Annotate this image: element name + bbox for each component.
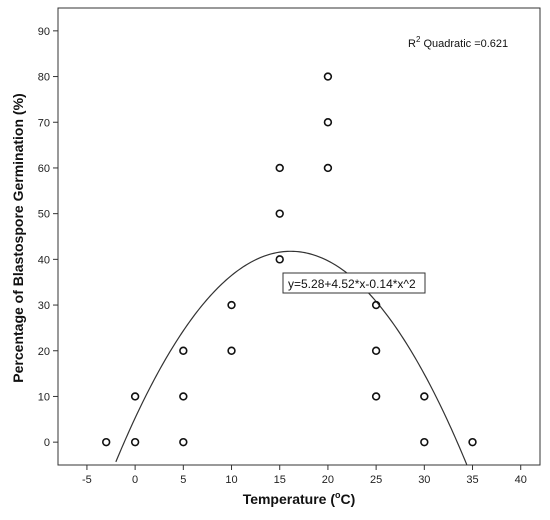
x-tick-label: 25: [370, 474, 382, 486]
y-tick-label: 70: [38, 117, 50, 129]
x-tick-label: 30: [418, 474, 430, 486]
data-point: [420, 392, 429, 401]
data-point: [371, 346, 381, 355]
y-tick-label: 10: [38, 391, 50, 403]
y-tick-label: 0: [44, 437, 50, 449]
x-tick-label: 5: [180, 474, 186, 486]
y-axis: 0 10 20 30 40 50 60 70 80 90: [38, 26, 58, 449]
y-tick-label: 60: [38, 163, 50, 175]
y-tick-label: 50: [38, 209, 50, 221]
data-point: [130, 392, 140, 401]
x-tick-label: 15: [274, 474, 286, 486]
y-axis-title: Percentage of Blastospore Germination (%…: [10, 93, 26, 382]
data-point: [101, 437, 111, 447]
data-point: [420, 437, 429, 447]
r-squared-suffix: Quadratic =0.621: [420, 38, 508, 50]
y-tick-label: 20: [38, 346, 50, 358]
data-point: [179, 437, 188, 447]
x-axis: -5 0 5 10 15 20 25 30 35 40: [82, 465, 527, 486]
x-axis-title-text: Temperature (: [243, 491, 336, 507]
x-axis-title-degree: o: [335, 490, 341, 500]
data-point: [323, 163, 333, 173]
x-axis-title-unit: C): [341, 491, 356, 507]
fit-layer: [115, 250, 468, 465]
data-point: [275, 163, 284, 173]
y-tick-label: 30: [38, 300, 50, 312]
x-tick-label: -5: [82, 474, 92, 486]
plot-frame: [57, 7, 541, 466]
data-points: [101, 72, 477, 447]
r-squared-label: R2 Quadratic =0.621: [408, 35, 508, 50]
data-point: [275, 209, 284, 218]
y-tick-label: 40: [38, 254, 50, 266]
data-point: [179, 392, 188, 401]
x-axis-title: Temperature (oC): [243, 490, 356, 507]
x-tick-label: 0: [132, 474, 138, 486]
quadratic-fit-curve: [115, 250, 468, 465]
r-squared-prefix: R: [408, 38, 416, 50]
y-tick-label: 80: [38, 72, 50, 84]
equation-label-box: y=5.28+4.52*x-0.14*x^2: [282, 272, 426, 294]
data-point: [323, 118, 333, 127]
r-squared-superscript: 2: [416, 35, 421, 44]
data-point: [323, 72, 333, 81]
x-tick-label: 35: [466, 474, 478, 486]
data-point: [275, 255, 284, 264]
y-tick-label: 90: [38, 26, 50, 38]
equation-label: y=5.28+4.52*x-0.14*x^2: [288, 277, 416, 291]
x-tick-label: 20: [322, 474, 334, 486]
data-point: [371, 300, 381, 310]
x-tick-label: 10: [225, 474, 237, 486]
data-point: [371, 392, 381, 401]
data-point: [130, 437, 140, 447]
x-tick-label: 40: [515, 474, 527, 486]
data-point: [179, 346, 188, 355]
data-point: [227, 300, 236, 310]
data-point: [227, 346, 236, 355]
data-point: [468, 437, 477, 447]
